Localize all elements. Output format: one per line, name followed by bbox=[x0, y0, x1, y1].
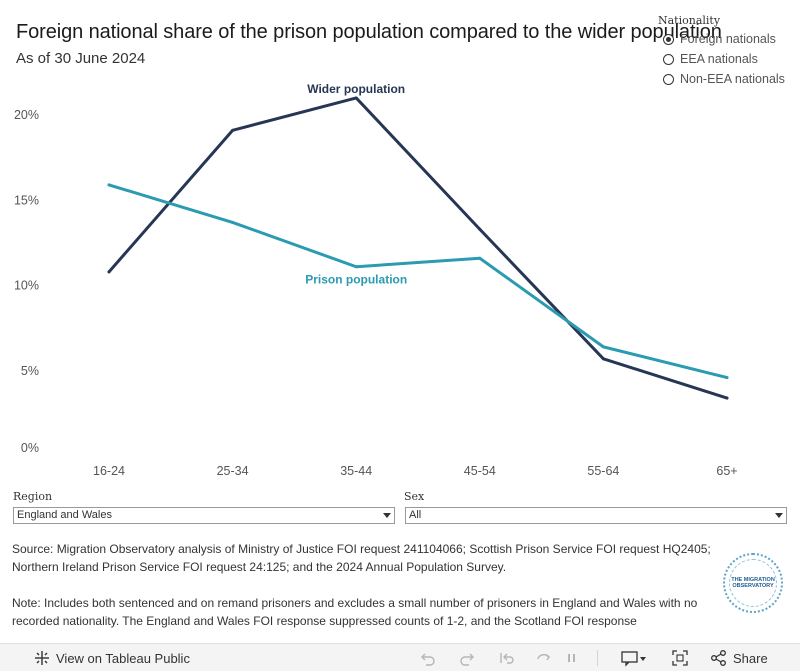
tableau-toolbar: View on Tableau Public bbox=[0, 643, 800, 671]
radio-icon[interactable] bbox=[663, 73, 674, 85]
revert-button[interactable] bbox=[498, 644, 516, 672]
legend-option-label: Foreign nationals bbox=[680, 32, 776, 46]
pause-icon bbox=[568, 654, 575, 662]
legend-option-label: EEA nationals bbox=[680, 52, 758, 66]
sex-select[interactable]: All bbox=[405, 507, 787, 524]
undo-button[interactable] bbox=[419, 644, 437, 672]
x-tick-label: 16-24 bbox=[93, 464, 125, 478]
legend-option-eea-nationals[interactable]: EEA nationals bbox=[658, 49, 800, 69]
share-button[interactable]: Share bbox=[710, 644, 768, 672]
fullscreen-button[interactable] bbox=[671, 644, 689, 672]
series-line-wider-population bbox=[107, 96, 729, 400]
series-label: Prison population bbox=[305, 273, 407, 287]
region-select[interactable]: England and Wales bbox=[13, 507, 395, 524]
toolbar-separator bbox=[597, 650, 598, 666]
sex-select-value: All bbox=[409, 509, 422, 521]
radio-icon[interactable] bbox=[663, 33, 674, 45]
x-tick-label: 35-44 bbox=[340, 464, 372, 478]
data-point-prison-population bbox=[354, 265, 358, 269]
revert-icon bbox=[500, 653, 514, 664]
comment-icon bbox=[621, 651, 646, 667]
undo-icon bbox=[421, 653, 435, 666]
comment-button[interactable] bbox=[620, 644, 648, 672]
x-tick-label: 65+ bbox=[716, 464, 737, 478]
radio-icon[interactable] bbox=[663, 53, 674, 65]
redo-button[interactable] bbox=[458, 644, 476, 672]
region-filter-label: Region bbox=[13, 490, 53, 503]
view-on-tableau-button[interactable]: View on Tableau Public bbox=[33, 644, 190, 672]
sex-filter-label: Sex bbox=[404, 490, 425, 503]
x-tick-label: 25-34 bbox=[217, 464, 249, 478]
redo-icon bbox=[460, 653, 474, 666]
data-point-wider-population bbox=[107, 270, 111, 274]
data-point-prison-population bbox=[107, 183, 111, 187]
data-point-prison-population bbox=[231, 220, 235, 224]
region-select-value: England and Wales bbox=[17, 509, 112, 521]
share-icon bbox=[711, 650, 726, 666]
data-point-prison-population bbox=[601, 345, 605, 349]
migration-observatory-logo: THE MIGRATION OBSERVATORY bbox=[723, 553, 783, 613]
legend-option-foreign-nationals[interactable]: Foreign nationals bbox=[658, 29, 800, 49]
source-text: Source: Migration Observatory analysis o… bbox=[12, 542, 711, 574]
y-tick-label: 5% bbox=[21, 364, 39, 378]
refresh-icon bbox=[537, 654, 550, 661]
chart-subtitle: As of 30 June 2024 bbox=[16, 50, 146, 67]
data-point-wider-population bbox=[231, 128, 235, 132]
data-point-prison-population bbox=[725, 376, 729, 380]
chevron-down-icon bbox=[383, 513, 391, 518]
refresh-button[interactable] bbox=[535, 644, 553, 672]
data-point-wider-population bbox=[354, 96, 358, 100]
y-tick-label: 15% bbox=[14, 193, 39, 207]
fullscreen-icon bbox=[672, 650, 688, 666]
y-tick-label: 0% bbox=[21, 441, 39, 455]
chart-title: Foreign national share of the prison pop… bbox=[16, 21, 722, 43]
share-label: Share bbox=[733, 650, 768, 666]
y-tick-label: 20% bbox=[14, 108, 39, 122]
nationality-legend: Nationality Foreign nationals EEA nation… bbox=[658, 14, 800, 89]
legend-option-non-eea-nationals[interactable]: Non-EEA nationals bbox=[658, 69, 800, 89]
series-label: Wider population bbox=[307, 82, 405, 96]
legend-option-label: Non-EEA nationals bbox=[680, 72, 785, 86]
x-tick-label: 45-54 bbox=[464, 464, 496, 478]
pause-button[interactable] bbox=[565, 644, 579, 672]
data-point-wider-population bbox=[725, 396, 729, 400]
note-text: Note: Includes both sentenced and on rem… bbox=[12, 596, 698, 628]
tableau-icon bbox=[35, 651, 49, 665]
data-point-wider-population bbox=[478, 227, 482, 231]
y-tick-label: 10% bbox=[14, 279, 39, 293]
view-on-tableau-label: View on Tableau Public bbox=[56, 650, 190, 666]
line-chart: 0% 5% 10% 15% 20% 16-24 25-34 35-44 45-54 55-64 65… bbox=[14, 82, 738, 478]
x-tick-label: 55-64 bbox=[587, 464, 619, 478]
series-line-prison-population bbox=[107, 183, 729, 380]
chevron-down-icon bbox=[775, 513, 783, 518]
legend-title: Nationality bbox=[658, 14, 721, 27]
data-point-prison-population bbox=[478, 256, 482, 260]
data-point-wider-population bbox=[601, 357, 605, 361]
logo-ring bbox=[729, 559, 777, 607]
